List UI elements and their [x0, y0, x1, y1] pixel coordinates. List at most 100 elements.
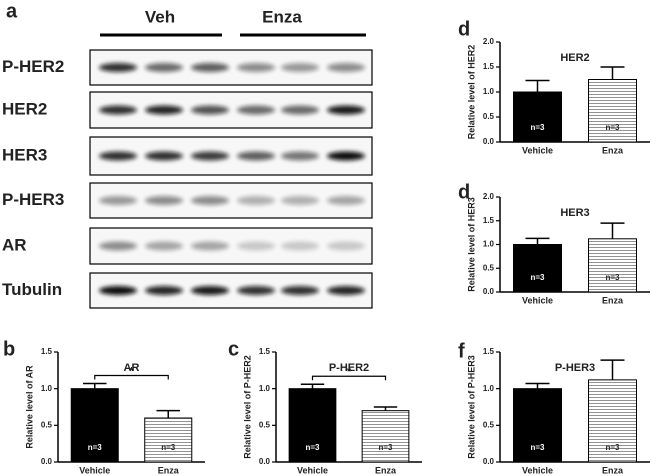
bar [588, 79, 637, 143]
panel-letter: a [6, 0, 18, 22]
y-tick-label: 0.0 [41, 457, 53, 466]
blot-band [237, 151, 275, 161]
blot-row-label: P-HER3 [2, 190, 64, 209]
blot-band [237, 286, 275, 295]
y-tick-label: 1.0 [483, 384, 495, 393]
bar-label: n=3 [530, 443, 545, 452]
y-axis-label: Relative level of P-HER2 [242, 355, 252, 459]
blot-band [237, 196, 275, 205]
blot-band [281, 286, 319, 295]
bar [588, 379, 637, 463]
bar [70, 388, 119, 463]
y-tick-label: 0.0 [483, 457, 495, 466]
blot-row-label: HER3 [2, 145, 47, 164]
y-tick-label: 1.5 [41, 347, 53, 356]
blot-band [191, 151, 229, 161]
y-tick-label: 0.5 [259, 420, 271, 429]
blot-band [99, 196, 137, 205]
blot-band [281, 196, 319, 205]
x-tick-label: Enza [375, 465, 397, 475]
blot-row-label: HER2 [2, 99, 47, 118]
chart-title: HER2 [560, 52, 589, 64]
y-axis-label: Relative level of P-HER3 [466, 355, 476, 459]
y-tick-label: 0.5 [483, 263, 495, 272]
y-tick-label: 0.5 [483, 420, 495, 429]
blot-band [191, 196, 229, 205]
blot-band [281, 63, 319, 72]
blot-band [237, 105, 275, 115]
bar-label: n=3 [530, 123, 545, 132]
x-tick-label: Vehicle [522, 295, 553, 305]
blot-band [281, 105, 319, 115]
bar-label: n=3 [530, 273, 545, 282]
blot-band [327, 241, 365, 251]
x-tick-label: Vehicle [79, 465, 110, 475]
blot-band [99, 241, 137, 251]
blot-band [145, 196, 183, 205]
blot-band [327, 196, 365, 205]
bar-label: n=3 [161, 443, 176, 452]
blot-band [99, 105, 137, 115]
blot-band [191, 105, 229, 115]
panel-letter: c [228, 338, 239, 360]
x-tick-label: Vehicle [522, 145, 553, 155]
bar [513, 388, 562, 463]
y-tick-label: 0.0 [483, 287, 495, 296]
y-tick-label: 1.0 [41, 384, 53, 393]
bar-label: n=3 [378, 443, 393, 452]
bar-label: n=3 [605, 123, 620, 132]
y-tick-label: 0.5 [483, 112, 495, 121]
blot-band [281, 151, 319, 161]
blot-band [237, 241, 275, 251]
blot-band [191, 63, 229, 72]
panel-letter: f [458, 340, 465, 362]
blot-band [99, 151, 137, 161]
x-tick-label: Enza [158, 465, 180, 475]
significance-label: * [347, 366, 352, 378]
y-tick-label: 1.5 [483, 347, 495, 356]
y-tick-label: 0.0 [483, 137, 495, 146]
blot-band [145, 63, 183, 72]
y-tick-label: 1.5 [483, 216, 495, 225]
y-axis-label: Relative level of AR [24, 365, 34, 449]
blot-row-label: P-HER2 [2, 57, 64, 76]
chart-title: P-HER3 [555, 362, 595, 374]
y-tick-label: 1.0 [483, 87, 495, 96]
chart-title: AR [124, 362, 140, 374]
blot-band [99, 286, 137, 295]
chart-title: P-HER2 [329, 362, 369, 374]
blot-band [191, 286, 229, 295]
blot-band [145, 151, 183, 161]
blot-row-label: Tubulin [2, 280, 62, 299]
bar-label: n=3 [605, 273, 620, 282]
bar [588, 238, 637, 293]
panel-letter: d [458, 18, 470, 40]
panel-letter: b [3, 338, 15, 360]
blot-band [145, 105, 183, 115]
y-tick-label: 1.5 [483, 62, 495, 71]
y-axis-label: Relative level of HER3 [466, 197, 476, 292]
x-tick-label: Vehicle [522, 465, 553, 475]
chart-title: HER3 [560, 207, 589, 219]
blot-band [327, 151, 365, 161]
blot-band [191, 241, 229, 251]
group-label: Veh [145, 7, 175, 26]
y-tick-label: 0.0 [259, 457, 271, 466]
significance-bracket [311, 375, 387, 381]
bar [288, 388, 337, 463]
y-tick-label: 2.0 [483, 192, 495, 201]
blot-band [145, 286, 183, 295]
blot-band [327, 63, 365, 72]
bar-label: n=3 [305, 443, 320, 452]
panel-letter: d [458, 181, 470, 203]
x-tick-label: Enza [602, 145, 624, 155]
blot-band [327, 105, 365, 115]
y-tick-label: 0.5 [41, 420, 53, 429]
group-label: Enza [262, 7, 302, 26]
bar [513, 244, 562, 293]
y-tick-label: 1.5 [259, 347, 271, 356]
y-axis-label: Relative level of HER2 [466, 45, 476, 140]
blot-band [99, 63, 137, 72]
y-tick-label: 1.0 [259, 384, 271, 393]
blot-band [281, 241, 319, 251]
